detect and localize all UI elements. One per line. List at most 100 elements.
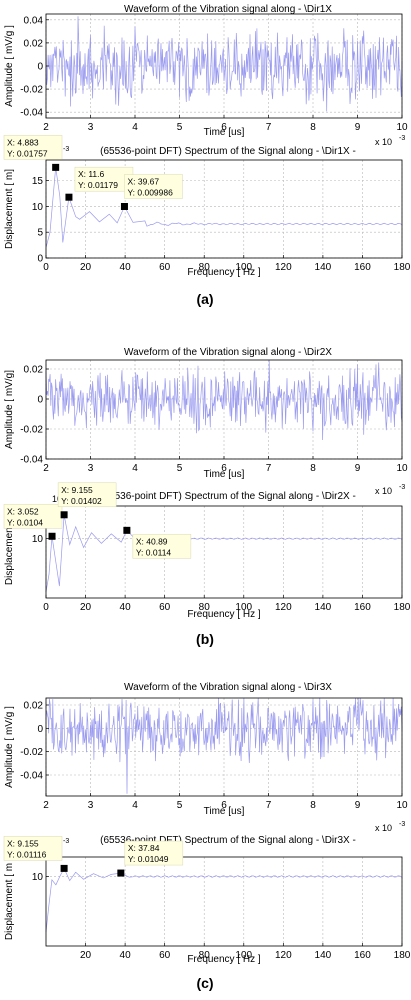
series-line (45, 697, 403, 794)
x-tick-label: 20 (80, 602, 92, 613)
datatip-box (124, 840, 184, 866)
chart-2: 0 20 40 60 80 100 120 140 160 180 0 5 10 15 (65536-poi… (3, 135, 411, 278)
x-tick-label: 0 (43, 262, 49, 273)
x-tick-label: 60 (159, 602, 171, 613)
x-tick-label: 40 (120, 950, 132, 961)
x-tick-label: 6 (221, 800, 227, 811)
datatip-box (3, 836, 63, 861)
x-exponent: x 10 (375, 823, 392, 833)
y-tick-label: 0.04 (24, 15, 44, 26)
y-exponent-power: -3 (63, 838, 69, 845)
x-tick-label: 180 (394, 950, 411, 961)
y-tick-label: -0.04 (20, 771, 43, 782)
x-tick-label: 10 (396, 800, 408, 811)
axes-frame (45, 856, 403, 947)
y-tick-label: -0.04 (20, 455, 43, 466)
x-tick-label: 100 (235, 262, 252, 273)
y-tick-label: 0 (37, 254, 43, 265)
datatip-marker (52, 163, 60, 171)
series-line (45, 167, 403, 248)
x-tick-label: 40 (120, 602, 132, 613)
datatip-box (3, 504, 63, 529)
x-tick-label: 120 (275, 950, 292, 961)
y-tick-label: 0.02 (24, 365, 44, 376)
x-exponent: x 10 (375, 137, 392, 147)
x-tick-label: 3 (88, 122, 94, 133)
datatip-y: Y: 0.01116 (7, 849, 47, 859)
panel-label: (b) (196, 631, 214, 647)
x-tick-label: 8 (310, 800, 316, 811)
panel-label: (c) (196, 975, 213, 991)
x-tick-label: 140 (315, 950, 332, 961)
datatip-marker (60, 864, 68, 872)
y-tick-label: -0.04 (20, 108, 43, 119)
datatip-2: X: 37.84Y: 0.01049 (117, 840, 184, 877)
x-tick-label: 10 (396, 122, 408, 133)
datatip-marker (120, 202, 128, 210)
datatip-y: Y: 0.0104 (7, 517, 43, 527)
datatip-box (57, 482, 117, 508)
x-tick-label: 5 (177, 463, 183, 474)
datatip-box (3, 135, 63, 160)
y-exponent: 10 (52, 494, 62, 504)
y-axis-label: Amplitude [ mV/g ] (4, 25, 15, 107)
x-tick-label: 9 (355, 122, 361, 133)
x-tick-label: 80 (199, 602, 211, 613)
x-tick-label: 180 (394, 262, 411, 273)
y-tick-label: 15 (32, 176, 44, 187)
y-exponent-power: -3 (63, 146, 69, 153)
y-axis-label: Amplitude [ mV/g] (4, 370, 15, 449)
series-line (45, 359, 403, 441)
x-tick-label: 180 (394, 602, 411, 613)
y-tick-label: 0 (37, 724, 43, 735)
panel-label: (a) (196, 291, 213, 307)
x-tick-label: 60 (159, 262, 171, 273)
x-tick-label: 9 (355, 800, 361, 811)
y-tick-label: -0.02 (20, 747, 43, 758)
x-tick-label: 6 (221, 463, 227, 474)
datatip-marker (65, 193, 73, 201)
datatip-x: X: 9.155 (61, 485, 93, 495)
x-tick-label: 20 (80, 950, 92, 961)
x-axis-label: Frequency [ Hz ] (187, 954, 261, 965)
x-tick-label: 160 (354, 602, 371, 613)
x-tick-label: 100 (235, 950, 252, 961)
x-tick-label: 80 (199, 262, 211, 273)
x-tick-label: 3 (88, 463, 94, 474)
axes-frame (45, 505, 403, 599)
x-tick-label: 3 (88, 800, 94, 811)
datatip-x: X: 4.883 (7, 137, 39, 147)
datatip-y: Y: 0.01402 (61, 496, 102, 506)
x-tick-label: 120 (275, 602, 292, 613)
datatip-marker (123, 526, 131, 534)
x-tick-label: 80 (199, 950, 211, 961)
x-exponent-power: -3 (399, 135, 405, 142)
y-axis-label: Amplitude [ mV/g ] (4, 706, 15, 788)
x-axis-label: Frequency [ Hz ] (187, 267, 261, 278)
datatip-x: X: 40.89 (136, 536, 168, 546)
datatip-x: X: 3.052 (7, 506, 39, 516)
x-tick-label: 4 (132, 122, 138, 133)
y-tick-label: 0 (37, 395, 43, 406)
datatip-x: X: 37.84 (128, 843, 160, 853)
datatip-box (124, 174, 183, 199)
x-tick-label: 140 (315, 262, 332, 273)
x-tick-label: 160 (354, 950, 371, 961)
chart-5: 2 3 4 5 6 7 8 9 10 -0.04 -0.02 0 0.02 Waveform of the… (4, 682, 408, 833)
x-axis-label: Frequency [ Hz ] (187, 609, 261, 620)
plot-area (46, 857, 402, 946)
x-tick-label: 40 (120, 262, 132, 273)
x-tick-label: 160 (354, 262, 371, 273)
x-tick-label: 7 (266, 463, 272, 474)
y-tick-label: 10 (32, 534, 44, 545)
x-exponent-power: -3 (399, 821, 405, 828)
datatip-x: X: 11.6 (78, 169, 105, 179)
x-tick-label: 4 (132, 463, 138, 474)
series-line (45, 16, 403, 112)
chart-title: Waveform of the Vibration signal along -… (124, 4, 332, 15)
axes-frame (45, 159, 403, 259)
y-tick-label: 5 (37, 228, 43, 239)
